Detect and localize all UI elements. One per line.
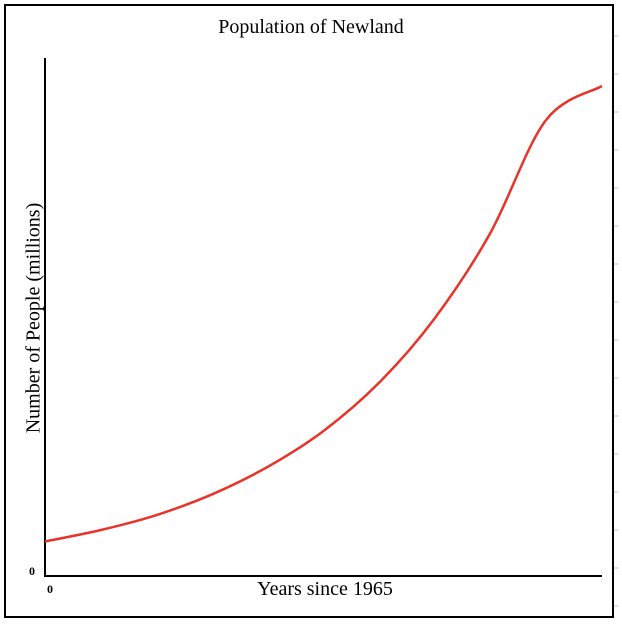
right-edge-marks [614, 35, 618, 607]
population-series-line [44, 85, 603, 543]
chart-frame [4, 4, 614, 618]
y-tick-label-0: 0 [29, 564, 35, 578]
chart-title: Population of Newland [218, 16, 404, 38]
x-tick-label-0: 0 [47, 582, 53, 596]
x-axis-label: Years since 1965 [257, 578, 393, 600]
